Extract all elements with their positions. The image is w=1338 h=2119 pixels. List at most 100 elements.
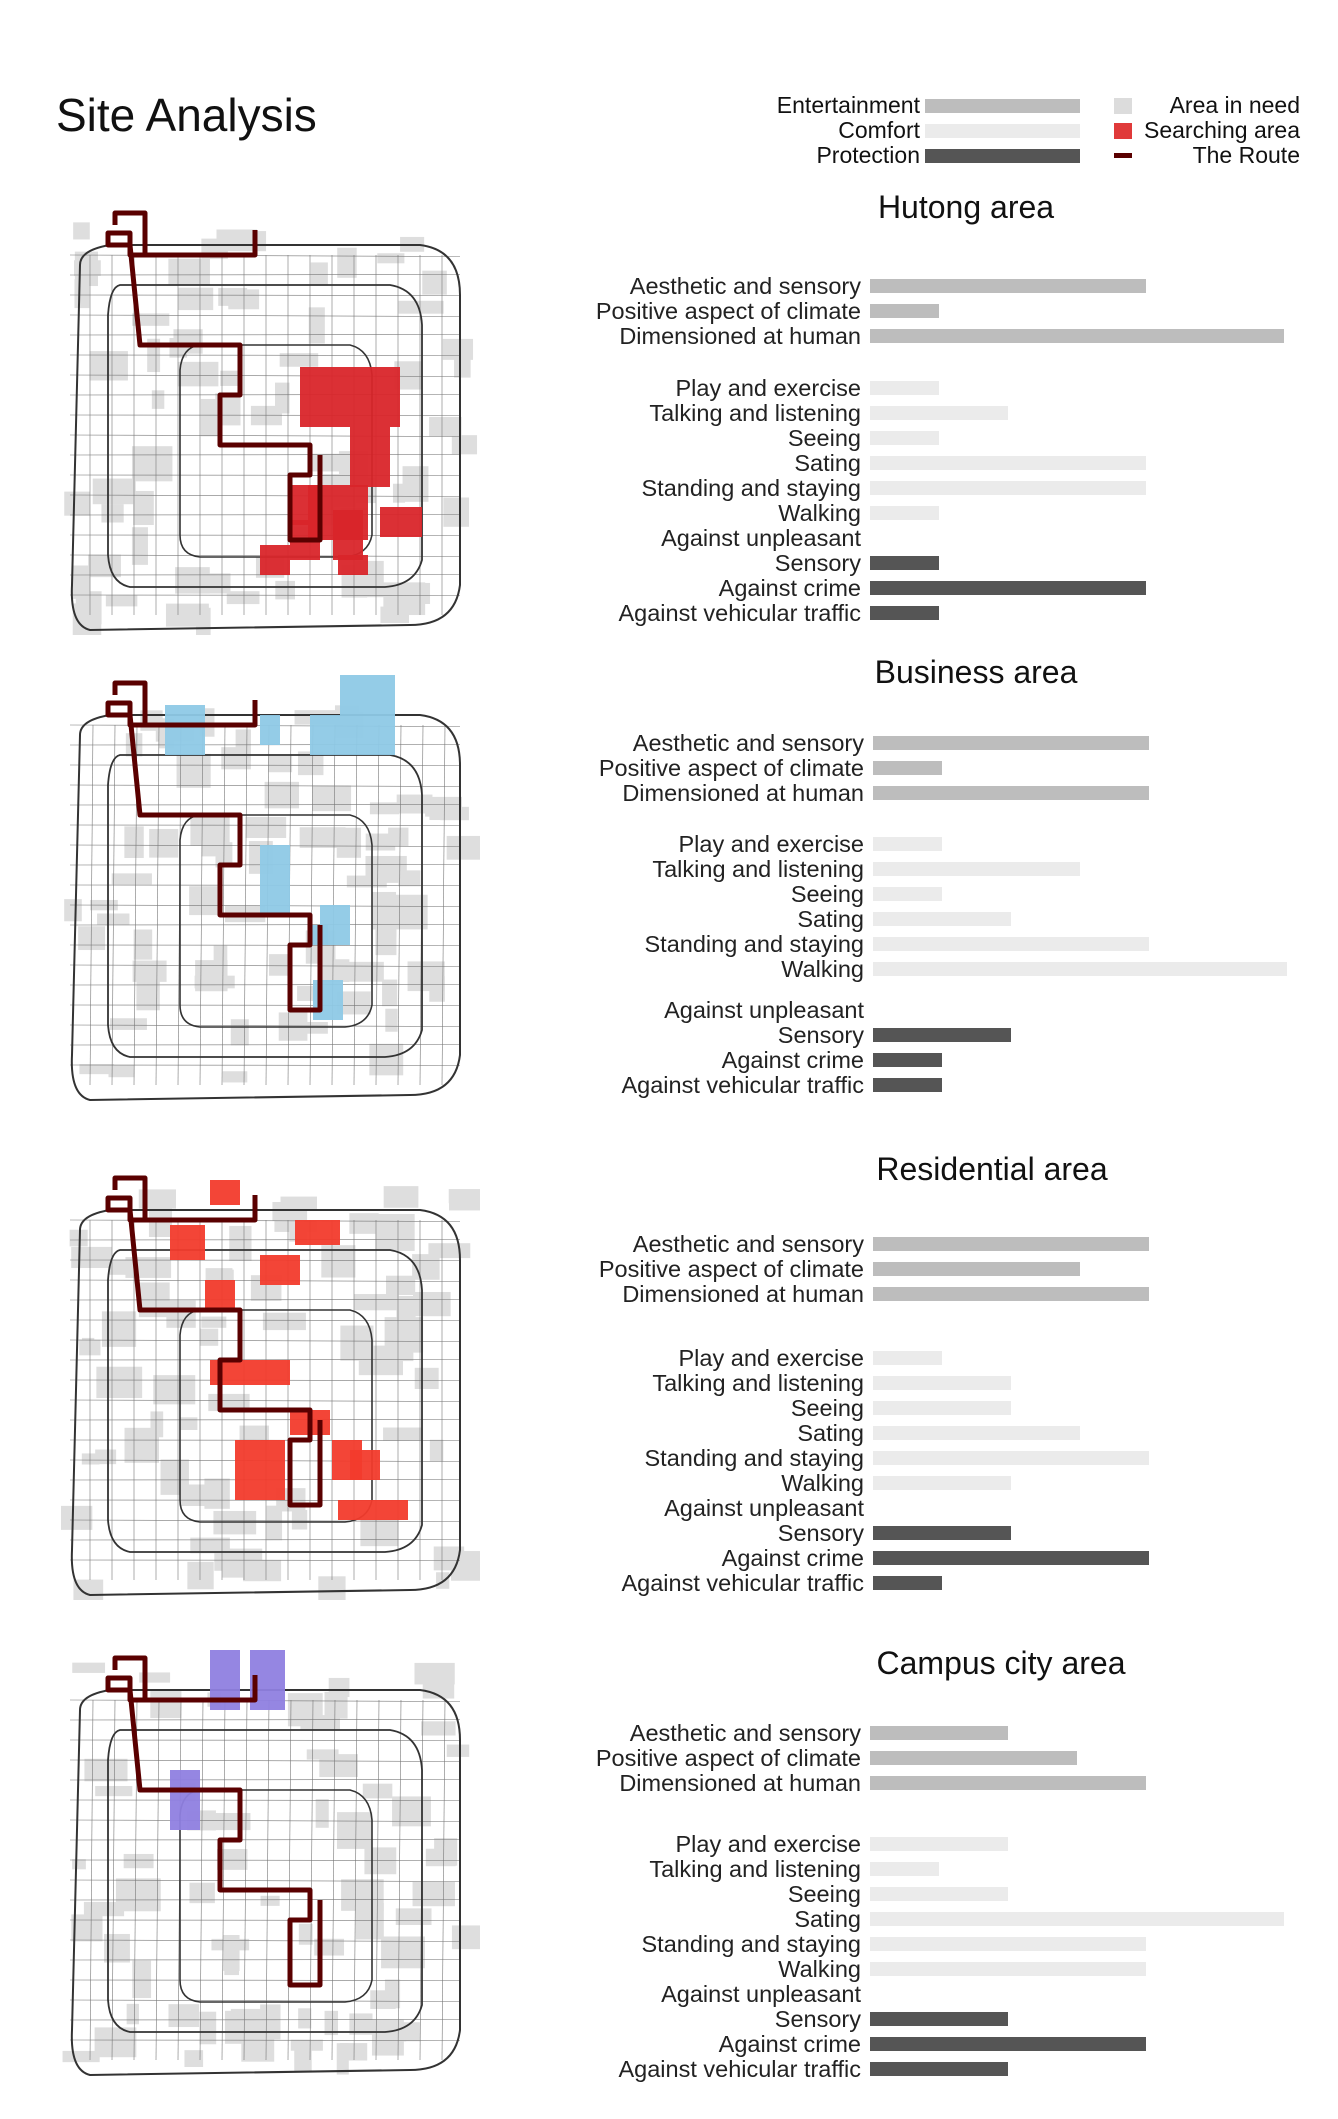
category-label: Against crime xyxy=(722,1047,864,1073)
need-block xyxy=(95,1449,117,1465)
category-label: Aesthetic and sensory xyxy=(630,273,861,299)
outer-ring-road xyxy=(70,714,461,1102)
need-block xyxy=(312,785,352,812)
need-block xyxy=(168,258,210,285)
need-block xyxy=(126,2003,139,2025)
need-block xyxy=(280,1196,317,1210)
need-block xyxy=(211,1938,250,1951)
bar xyxy=(870,481,1146,495)
need-block xyxy=(354,1294,399,1311)
category-label: Walking xyxy=(781,956,864,982)
need-block xyxy=(245,817,287,838)
category-label: Standing and staying xyxy=(645,931,865,957)
category-label: Sensory xyxy=(778,1022,864,1048)
chart-title: Business area xyxy=(875,654,1078,690)
bar xyxy=(870,304,939,318)
need-block xyxy=(448,1189,480,1204)
need-block xyxy=(132,960,167,982)
category-label: Dimensioned at human xyxy=(622,1281,864,1307)
category-label: Seeing xyxy=(791,881,864,907)
need-block xyxy=(200,398,223,437)
searching-area xyxy=(170,1225,205,1260)
chart-4: Campus city area Aesthetic and sensoryPos… xyxy=(596,1645,1284,2082)
need-block xyxy=(281,1206,303,1225)
bar xyxy=(870,2037,1146,2051)
searching-area xyxy=(210,1180,240,1205)
need-block xyxy=(136,974,160,1011)
need-block xyxy=(217,1849,248,1870)
category-label: Positive aspect of climate xyxy=(596,298,861,324)
need-block xyxy=(62,2050,100,2063)
need-block xyxy=(178,287,214,311)
need-block xyxy=(264,781,299,809)
need-block xyxy=(262,1312,306,1331)
category-label: Standing and staying xyxy=(642,475,862,501)
need-block xyxy=(290,2039,323,2051)
category-label: Talking and listening xyxy=(652,856,864,882)
chart-title: Campus city area xyxy=(877,1645,1126,1681)
middle-ring-road xyxy=(107,754,423,1058)
need-block xyxy=(393,2022,420,2042)
searching-area xyxy=(380,507,422,537)
category-label: Dimensioned at human xyxy=(622,780,864,806)
bar xyxy=(870,431,939,445)
need-block xyxy=(132,1960,152,1999)
need-block xyxy=(110,1018,147,1030)
need-block xyxy=(216,229,257,248)
category-label: Against crime xyxy=(719,2031,861,2057)
category-label: Talking and listening xyxy=(649,1856,861,1882)
need-block xyxy=(443,497,470,527)
bar xyxy=(870,1776,1146,1790)
need-block xyxy=(268,954,289,976)
category-label: Dimensioned at human xyxy=(619,1770,861,1796)
legend-protection-swatch xyxy=(925,149,1080,163)
category-label: Standing and staying xyxy=(645,1445,865,1471)
searching-area xyxy=(350,427,390,487)
searching-area xyxy=(235,1440,285,1500)
need-block xyxy=(95,1785,133,1797)
bar xyxy=(873,887,942,901)
need-block xyxy=(64,491,91,516)
need-block xyxy=(402,466,429,502)
need-block xyxy=(149,828,179,858)
category-label: Standing and staying xyxy=(642,1931,862,1957)
need-block xyxy=(421,1721,456,1736)
route-path xyxy=(105,1655,323,1988)
route-path xyxy=(105,680,323,1013)
need-block xyxy=(337,991,371,1015)
need-block xyxy=(92,478,136,505)
bar xyxy=(873,937,1149,951)
bar xyxy=(870,1751,1077,1765)
bar xyxy=(870,329,1284,343)
middle-ring-road xyxy=(107,284,423,588)
bar xyxy=(873,786,1149,800)
need-block xyxy=(297,751,324,776)
need-block xyxy=(224,2010,262,2044)
need-block xyxy=(150,1689,182,1719)
bar xyxy=(873,862,1080,876)
need-block xyxy=(383,1186,419,1208)
need-block xyxy=(111,873,152,885)
need-block xyxy=(124,826,144,858)
need-block xyxy=(392,483,406,503)
category-label: Walking xyxy=(781,1470,864,1496)
need-block xyxy=(381,1936,425,1969)
category-label: Seeing xyxy=(788,425,861,451)
need-block xyxy=(194,975,235,989)
chart-title: Hutong area xyxy=(878,189,1054,225)
need-block xyxy=(268,754,293,773)
need-block xyxy=(190,815,230,846)
legend-comfort-label: Comfort xyxy=(838,117,920,143)
need-block xyxy=(180,1484,225,1506)
bar xyxy=(873,1376,1011,1390)
legend-searching-area-label: Searching area xyxy=(1144,117,1300,143)
need-block xyxy=(64,899,82,922)
middle-ring-road xyxy=(107,1249,423,1553)
need-block xyxy=(320,959,350,983)
need-block xyxy=(71,1246,112,1268)
bar xyxy=(873,1237,1149,1251)
need-block xyxy=(260,1895,280,1906)
bar xyxy=(873,912,1011,926)
category-label: Positive aspect of climate xyxy=(599,755,864,781)
searching-area xyxy=(260,1255,300,1285)
